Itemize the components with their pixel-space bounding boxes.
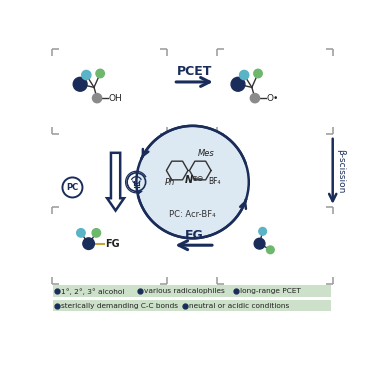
Text: O•: O• — [267, 94, 279, 103]
Text: various radicalophiles: various radicalophiles — [144, 288, 225, 294]
Circle shape — [254, 69, 262, 78]
Text: Mes: Mes — [198, 149, 215, 158]
Text: FG: FG — [185, 230, 204, 243]
Circle shape — [92, 229, 100, 237]
Circle shape — [76, 229, 85, 237]
Text: FG: FG — [106, 238, 120, 249]
Text: β-scission: β-scission — [336, 149, 345, 194]
Circle shape — [83, 238, 94, 249]
Circle shape — [136, 126, 249, 238]
Circle shape — [231, 77, 245, 91]
Circle shape — [259, 228, 267, 235]
Text: ⊖: ⊖ — [196, 174, 203, 183]
FancyBboxPatch shape — [53, 285, 331, 297]
FancyBboxPatch shape — [53, 300, 331, 311]
Circle shape — [240, 70, 249, 80]
Circle shape — [254, 238, 265, 249]
Text: Ph: Ph — [164, 178, 175, 188]
Text: long-range PCET: long-range PCET — [240, 288, 301, 294]
Text: OH: OH — [109, 94, 122, 103]
Text: N: N — [184, 175, 193, 185]
Circle shape — [96, 69, 104, 78]
Circle shape — [93, 93, 102, 103]
Text: ⊕: ⊕ — [192, 174, 198, 183]
Text: PCET: PCET — [176, 66, 212, 78]
Text: sterically demanding C-C bonds: sterically demanding C-C bonds — [61, 303, 178, 309]
Circle shape — [251, 93, 260, 103]
Text: PC: Acr-BF₄: PC: Acr-BF₄ — [169, 210, 216, 219]
Text: BF₄: BF₄ — [209, 177, 221, 186]
Circle shape — [82, 70, 91, 80]
Circle shape — [267, 246, 274, 254]
Circle shape — [73, 77, 87, 91]
Text: PC: PC — [66, 183, 79, 192]
Text: 1°, 2°, 3° alcohol: 1°, 2°, 3° alcohol — [61, 288, 124, 295]
FancyArrow shape — [107, 153, 124, 210]
Text: neutral or acidic conditions: neutral or acidic conditions — [189, 303, 289, 309]
